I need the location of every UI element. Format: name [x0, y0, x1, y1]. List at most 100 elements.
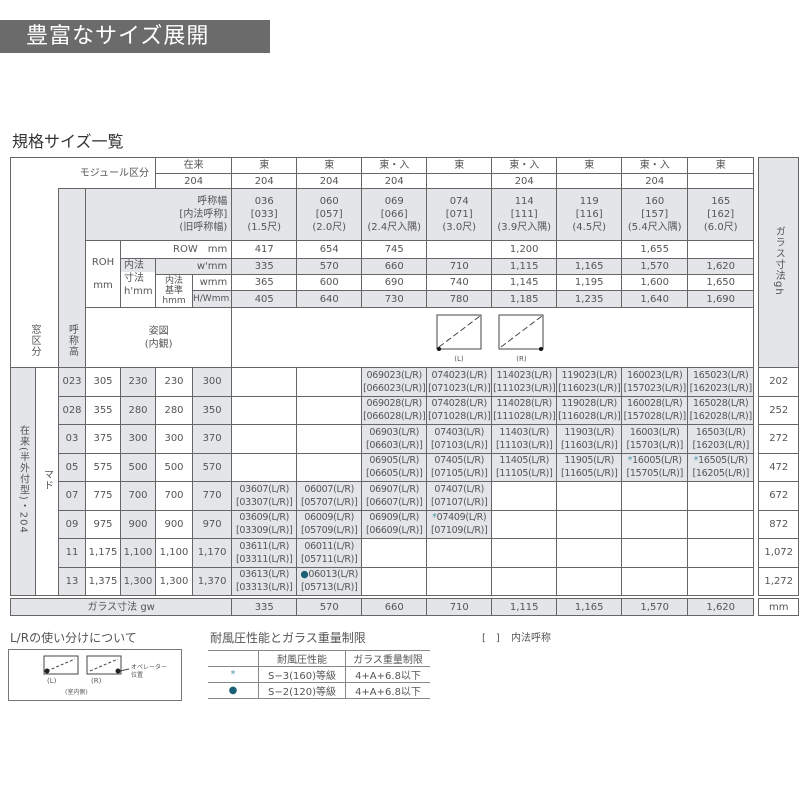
- row-label: ROW mm: [119, 240, 233, 259]
- row-cell: [556, 240, 623, 259]
- table-row: 在来(半外付型)・204 マド 023 305 230 230 300 069023(L/R)…: [10, 367, 800, 596]
- roh-value: 975: [85, 509, 121, 539]
- product-cell: 069023(L/R) [066023(L/R)]: [361, 367, 428, 397]
- w-prime-cell: 335: [231, 258, 298, 275]
- product-cell: *07409(L/R) [07109(L/R)]: [426, 509, 493, 539]
- product-inner-code: [11105(L/R)]: [495, 468, 553, 480]
- hw-value: 370: [191, 424, 233, 454]
- asterisk-icon: *: [432, 512, 437, 524]
- glass-gh-value: 252: [758, 395, 800, 425]
- w-prime-cell: 1,165: [556, 258, 623, 275]
- product-code: 165023(L/R): [692, 369, 749, 381]
- roh-value: 775: [85, 481, 121, 511]
- product-code: ●06013(L/R): [300, 569, 359, 581]
- product-code: 03613(L/R): [239, 569, 290, 581]
- glass-gw-value: 660: [361, 598, 428, 616]
- name-width-line: [033]: [250, 209, 278, 220]
- h-prime-value: 280: [120, 395, 156, 425]
- module-cell: 東: [687, 157, 755, 174]
- name-width-cell: 060 [057] (2.0尺): [296, 188, 363, 241]
- name-width-line: [066]: [380, 209, 408, 220]
- w-prime-cell: 660: [361, 258, 428, 275]
- name-width-line: (3.9尺入隅): [497, 222, 552, 233]
- wind-row: * S−3(160)等級 4+A+6.8以下: [208, 666, 430, 683]
- window-class-label: 窓区分: [10, 188, 59, 368]
- module-cell: 東: [426, 157, 493, 174]
- height-code: 11: [58, 538, 86, 568]
- product-cell: [687, 566, 755, 596]
- name-width-line: (6.0尺): [703, 222, 738, 233]
- product-inner-code: [06605(L/R)]: [365, 468, 423, 480]
- spacer-row: [10, 595, 799, 599]
- hw-value: 350: [191, 395, 233, 425]
- product-inner-code: [07103(L/R)]: [430, 439, 488, 451]
- w-prime-cell: 570: [296, 258, 363, 275]
- product-cell: [491, 538, 558, 568]
- product-cell: [491, 509, 558, 539]
- name-width-cell: 114 [111] (3.9尺入隅): [491, 188, 558, 241]
- h-value: 1,300: [155, 566, 193, 596]
- product-cell: 06009(L/R) [05709(L/R)]: [296, 509, 363, 539]
- product-cell: [231, 395, 298, 425]
- hw-cell: 405: [231, 290, 298, 308]
- product-cell: 07405(L/R) [07105(L/R)]: [426, 452, 493, 482]
- product-code: 03609(L/R): [239, 512, 290, 524]
- lr-usage-box: (L) (R) (室内側) オペレーター 位置: [8, 649, 182, 701]
- product-cell: 11903(L/R) [11603(L/R)]: [556, 424, 623, 454]
- figure-r-label: (R): [516, 354, 527, 363]
- product-code: 165028(L/R): [692, 398, 749, 410]
- product-code: 07407(L/R): [434, 483, 485, 495]
- name-width-line: [116]: [575, 209, 603, 220]
- glass-gw-label: ガラス寸法 gw: [9, 598, 233, 616]
- window-type-cell: 在来(半外付型)・204: [10, 367, 36, 596]
- lr-usage-diagram: [43, 655, 130, 675]
- product-code: 11905(L/R): [564, 455, 615, 467]
- product-code: 11405(L/R): [499, 455, 550, 467]
- product-code: 06011(L/R): [304, 540, 355, 552]
- product-inner-code: [05713(L/R)]: [300, 582, 358, 594]
- product-inner-code: [05707(L/R)]: [300, 496, 358, 508]
- product-code: 114023(L/R): [496, 369, 552, 381]
- module-204-cell: 204: [361, 173, 428, 189]
- glass-gw-value: 335: [231, 598, 298, 616]
- product-code: 119023(L/R): [561, 369, 617, 381]
- product-cell: 03611(L/R) [03311(L/R)]: [231, 538, 298, 568]
- product-cell: [231, 452, 298, 482]
- w-cell: 365: [231, 274, 298, 291]
- w-label: wmm: [191, 274, 233, 291]
- operator-label: オペレーター 位置: [131, 664, 168, 679]
- product-inner-code: [07107(L/R)]: [430, 496, 488, 508]
- glass-gh-value: 202: [758, 367, 800, 397]
- roh-value: 1,375: [85, 566, 121, 596]
- inner-std-label: 内法 基準 hmm: [155, 274, 193, 308]
- w-cell: 740: [426, 274, 493, 291]
- product-cell: 16003(L/R) [15703(L/R)]: [621, 424, 689, 454]
- unit-label: mm: [758, 598, 800, 616]
- product-cell: [361, 566, 428, 596]
- category-text: マド: [41, 468, 53, 491]
- row-cell: 1,200: [491, 240, 558, 259]
- glass-gh-value: 672: [758, 481, 800, 511]
- size-table: モジュール区分 在来 東東東・入東東・入東東・入東ガラス寸法gh 204 204…: [9, 157, 800, 616]
- module-label: モジュール区分: [10, 157, 156, 189]
- product-code: 11403(L/R): [499, 426, 550, 438]
- row-cell: [426, 240, 493, 259]
- h-value: 700: [155, 481, 193, 511]
- product-cell: 16503(L/R) [16203(L/R)]: [687, 424, 755, 454]
- product-cell: [687, 538, 755, 568]
- glass-gh-value: 1,272: [758, 566, 800, 596]
- height-code: 028: [58, 395, 86, 425]
- product-inner-code: [11603(L/R)]: [560, 439, 618, 451]
- hw-cell: 640: [296, 290, 363, 308]
- product-inner-code: [116023(L/R)]: [558, 382, 621, 394]
- product-code: 16003(L/R): [629, 426, 680, 438]
- w-cell: 1,195: [556, 274, 623, 291]
- height-code: 03: [58, 424, 86, 454]
- product-code: 03607(L/R): [239, 483, 290, 495]
- glass-gh-text: ガラス寸法gh: [773, 225, 785, 296]
- category-cell: マド: [35, 367, 59, 596]
- product-code: *07409(L/R): [432, 512, 487, 524]
- page-title: 豊富なサイズ展開: [0, 20, 270, 53]
- product-code: 07403(L/R): [434, 426, 485, 438]
- product-inner-code: [06603(L/R)]: [365, 439, 423, 451]
